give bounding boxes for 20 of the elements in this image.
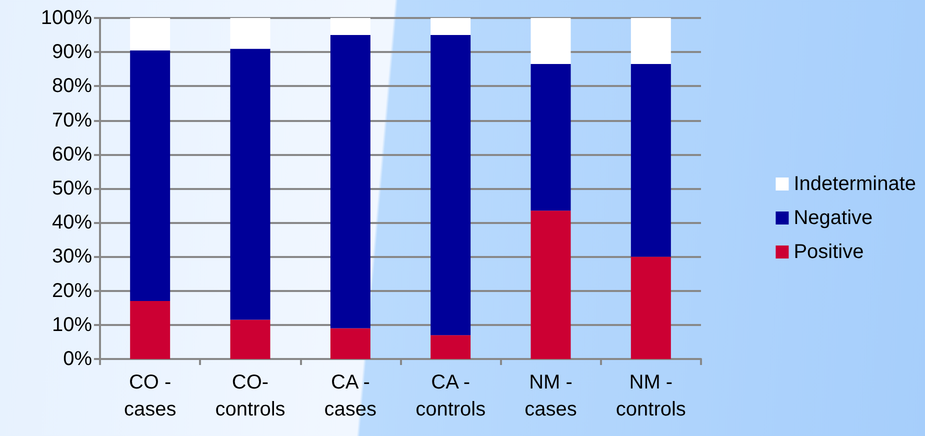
x-tick-label: NM - controls bbox=[616, 372, 686, 420]
x-tick-label: CA - controls bbox=[416, 372, 486, 420]
y-tick-label: 70% bbox=[52, 109, 92, 132]
y-tick-label: 60% bbox=[52, 143, 92, 166]
legend-label: Negative bbox=[794, 207, 873, 229]
x-tick-label: CO - cases bbox=[124, 372, 176, 420]
x-tick-label: CA - cases bbox=[324, 372, 377, 420]
y-tick-label: 0% bbox=[63, 348, 92, 370]
legend-label: Positive bbox=[794, 241, 864, 263]
y-tick-label: 90% bbox=[52, 41, 92, 64]
y-tick-label: 50% bbox=[52, 178, 92, 200]
y-tick-label: 20% bbox=[52, 280, 92, 302]
y-tick-label: 40% bbox=[52, 212, 92, 234]
y-tick-label: 10% bbox=[52, 314, 92, 336]
x-tick-label: NM - cases bbox=[524, 372, 577, 420]
y-tick-label: 30% bbox=[52, 246, 92, 268]
legend-label: Indeterminate bbox=[794, 173, 916, 195]
y-tick-label: 100% bbox=[40, 7, 92, 29]
x-tick-label: CO- controls bbox=[215, 372, 286, 420]
y-tick-label: 80% bbox=[52, 75, 92, 98]
